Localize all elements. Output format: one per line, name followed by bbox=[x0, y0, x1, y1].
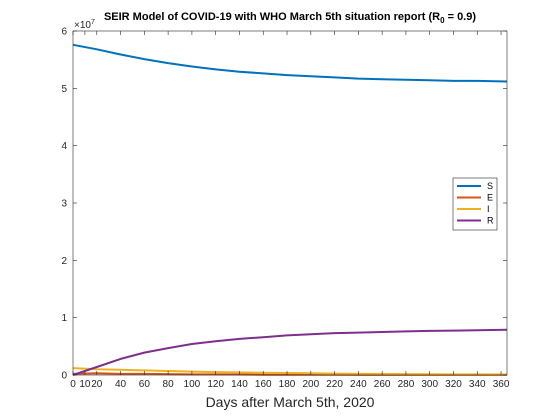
x-tick-label: 240 bbox=[350, 379, 367, 390]
legend-label-I: I bbox=[487, 204, 490, 214]
chart-title-main: SEIR Model of COVID-19 with WHO March 5t… bbox=[104, 11, 440, 23]
y-multiplier-base: ×10 bbox=[74, 20, 91, 31]
x-tick-label: 140 bbox=[231, 379, 248, 390]
series-line-R bbox=[72, 328, 508, 376]
y-tick-label: 3 bbox=[61, 199, 67, 210]
x-tick-label: 160 bbox=[255, 379, 272, 390]
series-line-S bbox=[72, 43, 508, 83]
x-tick-label: 320 bbox=[445, 379, 462, 390]
legend-label-R: R bbox=[487, 216, 494, 226]
x-tick-label: 120 bbox=[207, 379, 224, 390]
y-tick-label: 4 bbox=[61, 141, 67, 152]
ticks-layer: 0 10 20 40 60 80 100 120 140 160 180 200 220 240 260 28… bbox=[61, 27, 509, 391]
x-tick-label: 100 bbox=[184, 379, 201, 390]
x-tick-label: 220 bbox=[326, 379, 343, 390]
chart-title-subscript: 0 bbox=[440, 16, 445, 25]
y-multiplier-exponent: 7 bbox=[91, 19, 95, 26]
y-tick-label: 2 bbox=[61, 256, 67, 267]
y-tick-label: 1 bbox=[61, 313, 67, 324]
x-tick-label: 200 bbox=[302, 379, 319, 390]
y-axis-multiplier: ×107 bbox=[74, 19, 95, 31]
y-tick-label: 0 bbox=[61, 371, 67, 382]
x-tick-label: 10 bbox=[79, 379, 91, 390]
chart-title: SEIR Model of COVID-19 with WHO March 5t… bbox=[104, 11, 476, 25]
x-tick-label: 180 bbox=[279, 379, 296, 390]
y-tick-label: 5 bbox=[61, 84, 67, 95]
x-tick-label: 280 bbox=[398, 379, 415, 390]
x-tick-label: 340 bbox=[469, 379, 486, 390]
x-tick-label: 0 bbox=[70, 379, 76, 390]
x-tick-label: 20 bbox=[91, 379, 103, 390]
x-tick-label: 80 bbox=[163, 379, 175, 390]
x-tick-label: 360 bbox=[493, 379, 510, 390]
chart-title-tail: = 0.9) bbox=[445, 11, 477, 23]
x-tick-label: 300 bbox=[421, 379, 438, 390]
legend-label-S: S bbox=[487, 181, 493, 191]
legend-label-E: E bbox=[487, 193, 493, 203]
x-tick-label: 40 bbox=[115, 379, 127, 390]
legend: SEIR bbox=[452, 177, 498, 231]
y-tick-label: 6 bbox=[61, 27, 67, 38]
x-tick-label: 60 bbox=[139, 379, 151, 390]
x-tick-label: 260 bbox=[374, 379, 391, 390]
x-axis-label: Days after March 5th, 2020 bbox=[206, 394, 375, 410]
plot-area bbox=[73, 31, 507, 375]
